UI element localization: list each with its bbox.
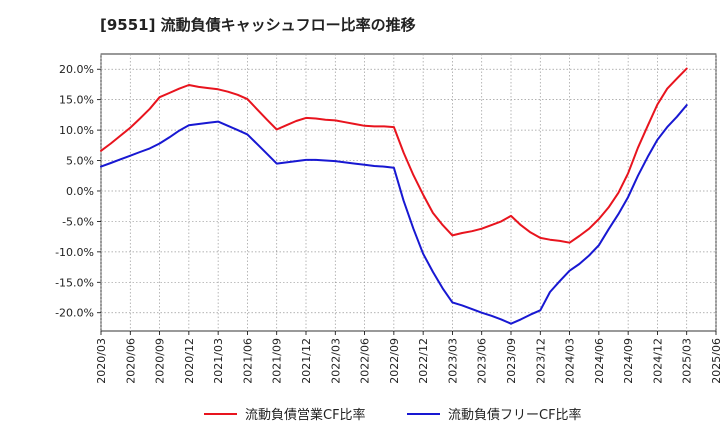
plot-area bbox=[100, 53, 717, 332]
x-tick-label: 2024/03 bbox=[564, 338, 577, 384]
x-tick-label: 2023/06 bbox=[476, 338, 489, 384]
x-tick-label: 2020/06 bbox=[124, 338, 137, 384]
x-tick-label: 2024/06 bbox=[593, 338, 606, 384]
x-tick-label: 2020/03 bbox=[95, 338, 108, 384]
x-tick-label: 2021/12 bbox=[300, 338, 313, 384]
y-tick-label: 5.0% bbox=[66, 155, 94, 168]
x-tick-label: 2024/12 bbox=[651, 338, 664, 384]
y-tick-label: -15.0% bbox=[55, 276, 94, 289]
x-tick-label: 2022/09 bbox=[388, 338, 401, 384]
x-tick-label: 2021/06 bbox=[241, 338, 254, 384]
y-tick-label: 10.0% bbox=[59, 124, 94, 137]
x-tick-label: 2020/09 bbox=[154, 338, 167, 384]
x-tick-label: 2024/09 bbox=[622, 338, 635, 384]
x-tick-label: 2022/03 bbox=[329, 338, 342, 384]
y-tick-label: -5.0% bbox=[62, 215, 94, 228]
x-tick-label: 2023/09 bbox=[505, 338, 518, 384]
x-tick-label: 2021/09 bbox=[271, 338, 284, 384]
x-tick-label: 2025/06 bbox=[710, 338, 720, 384]
y-tick-label: -10.0% bbox=[55, 246, 94, 259]
x-tick-label: 2023/12 bbox=[534, 338, 547, 384]
y-tick-label: 20.0% bbox=[59, 63, 94, 76]
y-tick-label: 15.0% bbox=[59, 94, 94, 107]
legend-label-1: 流動負債営業CF比率 bbox=[245, 407, 366, 423]
y-tick-label: 0.0% bbox=[66, 185, 94, 198]
x-tick-label: 2025/03 bbox=[681, 338, 694, 384]
x-tick-label: 2022/12 bbox=[417, 338, 430, 384]
y-tick-label: -20.0% bbox=[55, 307, 94, 320]
x-tick-label: 2020/12 bbox=[183, 338, 196, 384]
series-line-1 bbox=[100, 67, 688, 244]
series-line-2 bbox=[100, 104, 688, 325]
x-tick-label: 2021/03 bbox=[212, 338, 225, 384]
x-tick-label: 2022/06 bbox=[359, 338, 372, 384]
x-tick-label: 2023/03 bbox=[446, 338, 459, 384]
chart-title: [9551] 流動負債キャッシュフロー比率の推移 bbox=[100, 16, 416, 34]
legend-label-2: 流動負債フリーCF比率 bbox=[448, 407, 582, 423]
